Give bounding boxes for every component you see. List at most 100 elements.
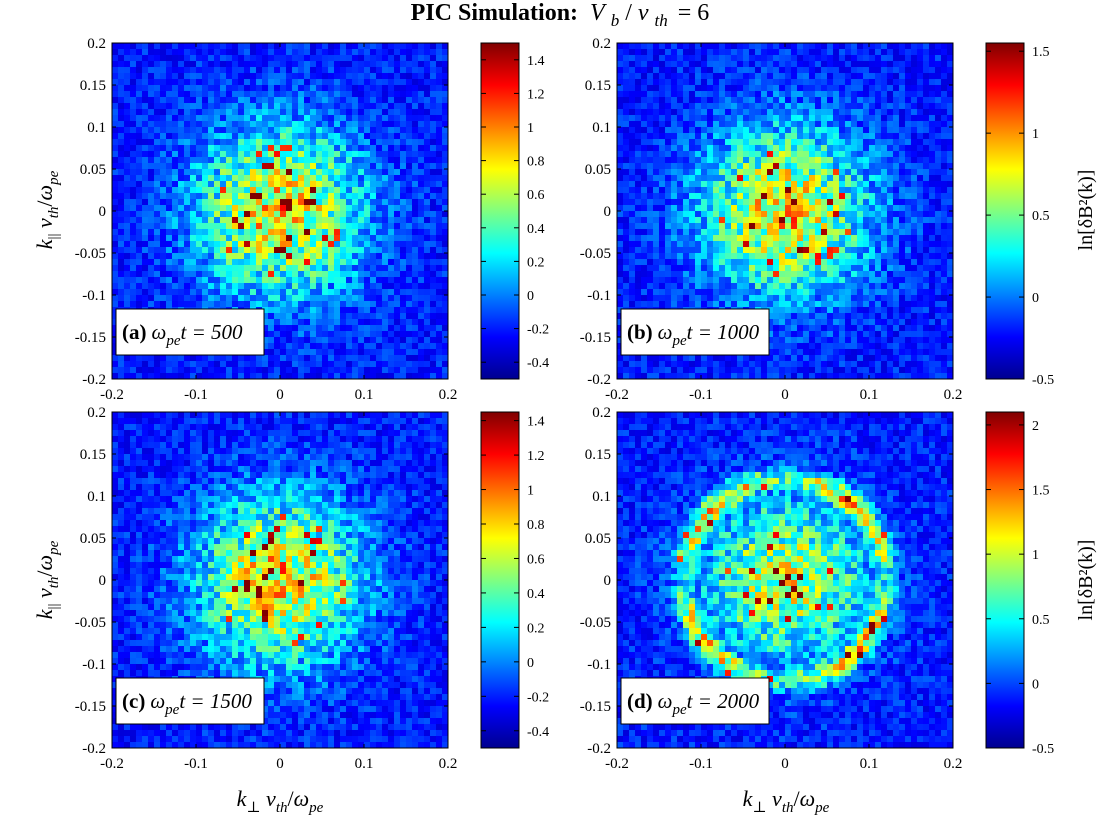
heatmap-cell	[400, 301, 407, 308]
heatmap-cell	[340, 145, 347, 152]
heatmap-cell	[322, 67, 329, 74]
heatmap-cell	[791, 133, 798, 140]
heatmap-cell	[292, 223, 299, 230]
heatmap-cell	[659, 103, 666, 110]
heatmap-cell	[124, 205, 131, 212]
heatmap-cell	[364, 103, 371, 110]
heatmap-cell	[743, 187, 750, 194]
heatmap-cell	[755, 151, 762, 158]
heatmap-cell	[653, 139, 660, 146]
heatmap-cell	[653, 43, 660, 50]
heatmap-cell	[334, 91, 341, 98]
heatmap-cell	[274, 181, 281, 188]
heatmap-cell	[268, 109, 275, 116]
heatmap-cell	[929, 205, 936, 212]
heatmap-cell	[154, 193, 161, 200]
heatmap-cell	[334, 283, 341, 290]
heatmap-cell	[767, 55, 774, 62]
heatmap-cell	[202, 109, 209, 116]
heatmap-cell	[118, 49, 125, 56]
heatmap-cell	[821, 151, 828, 158]
heatmap-cell	[346, 349, 353, 356]
heatmap-cell	[112, 151, 119, 158]
heatmap-cell	[220, 229, 227, 236]
heatmap-cell	[893, 205, 900, 212]
heatmap-cell	[268, 61, 275, 68]
heatmap-cell	[358, 307, 365, 314]
heatmap-cell	[653, 103, 660, 110]
heatmap-cell	[274, 373, 281, 379]
colorbar-tick-label: 0.2	[527, 255, 545, 270]
heatmap-cell	[683, 163, 690, 170]
heatmap-cell	[833, 133, 840, 140]
heatmap-cell	[935, 115, 942, 122]
heatmap-cell	[827, 145, 834, 152]
heatmap-cell	[244, 133, 251, 140]
heatmap-cell	[262, 373, 269, 379]
heatmap-cell	[286, 289, 293, 296]
heatmap-cell	[929, 103, 936, 110]
heatmap-cell	[340, 235, 347, 242]
heatmap-cell	[623, 211, 630, 218]
heatmap-cell	[154, 295, 161, 302]
heatmap-cell	[917, 175, 924, 182]
heatmap-cell	[202, 295, 209, 302]
heatmap-cell	[629, 79, 636, 86]
heatmap-cell	[334, 319, 341, 326]
heatmap-cell	[208, 355, 215, 362]
heatmap-cell	[436, 55, 443, 62]
heatmap-cell	[725, 199, 732, 206]
heatmap-cell	[268, 313, 275, 320]
heatmap-cell	[184, 271, 191, 278]
heatmap-cell	[773, 55, 780, 62]
heatmap-cell	[310, 79, 317, 86]
heatmap-cell	[166, 355, 173, 362]
heatmap-cell	[190, 163, 197, 170]
heatmap-cell	[358, 331, 365, 338]
heatmap-cell	[328, 211, 335, 218]
heatmap-cell	[677, 139, 684, 146]
heatmap-cell	[112, 313, 119, 320]
heatmap-cell	[388, 277, 395, 284]
heatmap-cell	[196, 181, 203, 188]
heatmap-cell	[304, 313, 311, 320]
heatmap-cell	[280, 355, 287, 362]
heatmap-cell	[761, 139, 768, 146]
heatmap-cell	[893, 139, 900, 146]
heatmap-cell	[719, 79, 726, 86]
heatmap-cell	[899, 73, 906, 80]
heatmap-cell	[809, 61, 816, 68]
heatmap-cell	[322, 343, 329, 350]
heatmap-cell	[743, 169, 750, 176]
heatmap-cell	[418, 187, 425, 194]
heatmap-cell	[346, 331, 353, 338]
heatmap-cell	[310, 277, 317, 284]
heatmap-cell	[797, 127, 804, 134]
heatmap-cell	[364, 367, 371, 374]
heatmap-cell	[623, 121, 630, 128]
heatmap-cell	[719, 109, 726, 116]
heatmap-cell	[388, 247, 395, 254]
heatmap-cell	[430, 109, 437, 116]
heatmap-cell	[851, 115, 858, 122]
heatmap-cell	[424, 49, 431, 56]
heatmap-cell	[118, 355, 125, 362]
heatmap-cell	[292, 97, 299, 104]
heatmap-cell	[911, 199, 918, 206]
heatmap-cell	[328, 55, 335, 62]
heatmap-cell	[929, 49, 936, 56]
heatmap-cell	[707, 199, 714, 206]
heatmap-cell	[196, 61, 203, 68]
heatmap-cell	[821, 175, 828, 182]
heatmap-cell	[334, 277, 341, 284]
heatmap-cell	[256, 289, 263, 296]
heatmap-cell	[833, 115, 840, 122]
heatmap-cell	[334, 49, 341, 56]
heatmap-cell	[785, 121, 792, 128]
heatmap-cell	[292, 163, 299, 170]
heatmap-cell	[154, 115, 161, 122]
heatmap-cell	[244, 247, 251, 254]
heatmap-cell	[370, 241, 377, 248]
heatmap-cell	[394, 61, 401, 68]
heatmap-cell	[725, 121, 732, 128]
